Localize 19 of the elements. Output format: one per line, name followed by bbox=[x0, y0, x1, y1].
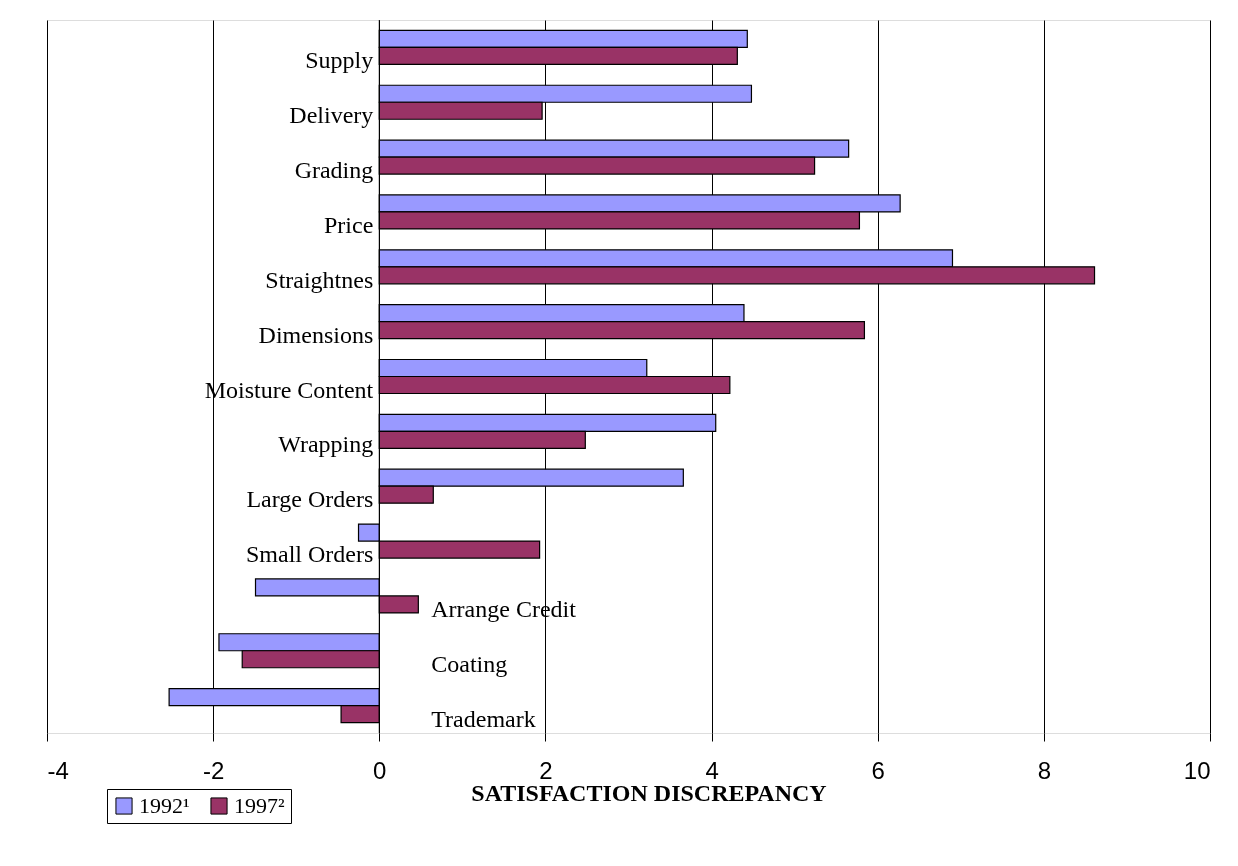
y-tick-label: Trademark bbox=[431, 705, 536, 732]
y-tick-label: Grading bbox=[294, 157, 374, 184]
x-tick-label: 8 bbox=[1037, 756, 1052, 784]
y-tick-label: Supply bbox=[305, 47, 374, 74]
y-tick-label: Delivery bbox=[289, 102, 374, 129]
y-tick-label: Coating bbox=[431, 650, 508, 677]
legend-label: 1992¹ bbox=[139, 793, 190, 818]
x-tick-label: 10 bbox=[1183, 756, 1211, 784]
x-tick-label: 0 bbox=[373, 756, 387, 784]
y-tick-label: Dimensions bbox=[258, 321, 374, 348]
legend-label: 1997² bbox=[234, 793, 285, 818]
x-tick-label: 6 bbox=[871, 756, 885, 784]
y-tick-label: Small Orders bbox=[245, 541, 374, 568]
x-tick-label: -4 bbox=[47, 756, 69, 784]
x-tick-label: -2 bbox=[202, 756, 225, 784]
y-tick-label: Wrapping bbox=[278, 431, 374, 458]
y-tick-label: Straightnes bbox=[265, 266, 374, 293]
y-tick-label: Large Orders bbox=[246, 486, 374, 513]
y-tick-label: Price bbox=[323, 211, 374, 238]
